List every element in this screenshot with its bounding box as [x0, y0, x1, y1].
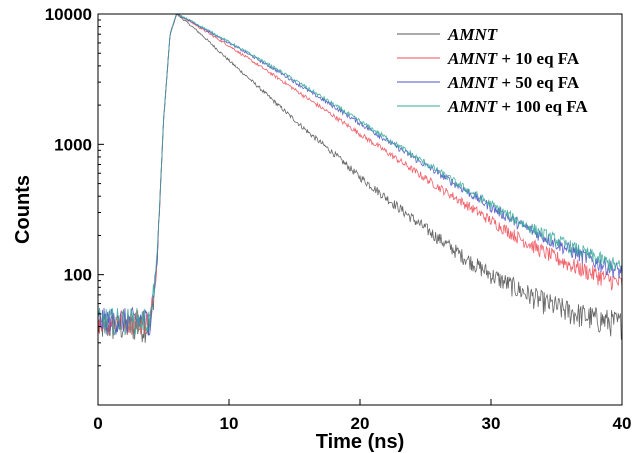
- x-tick-label: 10: [220, 414, 239, 433]
- legend-label: AMNT + 50 eq FA: [447, 73, 580, 92]
- x-axis-title: Time (ns): [316, 431, 405, 453]
- y-tick-label: 100: [64, 266, 92, 285]
- legend-label-rest: + 50 eq FA: [497, 73, 580, 92]
- legend-label: AMNT + 100 eq FA: [447, 97, 588, 116]
- legend-label-italic: AMNT: [447, 73, 498, 92]
- legend-label: AMNT + 10 eq FA: [447, 49, 580, 68]
- x-tick-label: 20: [351, 414, 370, 433]
- legend-label: AMNT: [447, 25, 498, 44]
- legend-label-rest: + 100 eq FA: [497, 97, 588, 116]
- y-tick-label: 10000: [45, 5, 92, 24]
- x-tick-label: 0: [93, 414, 102, 433]
- y-axis-title: Counts: [12, 175, 34, 244]
- legend-label-italic: AMNT: [447, 49, 498, 68]
- series-layer: [97, 13, 623, 343]
- x-tick-label: 30: [482, 414, 501, 433]
- ticks-layer: 0 10 20 30 40 100 1000 10000: [45, 5, 632, 433]
- legend-label-rest: + 10 eq FA: [497, 49, 580, 68]
- x-tick-label: 40: [613, 414, 632, 433]
- series-line-1: [97, 13, 623, 343]
- series-line-4: [97, 13, 623, 336]
- legend-label-italic: AMNT: [447, 25, 498, 44]
- y-tick-label: 1000: [54, 135, 92, 154]
- legend-label-italic: AMNT: [447, 97, 498, 116]
